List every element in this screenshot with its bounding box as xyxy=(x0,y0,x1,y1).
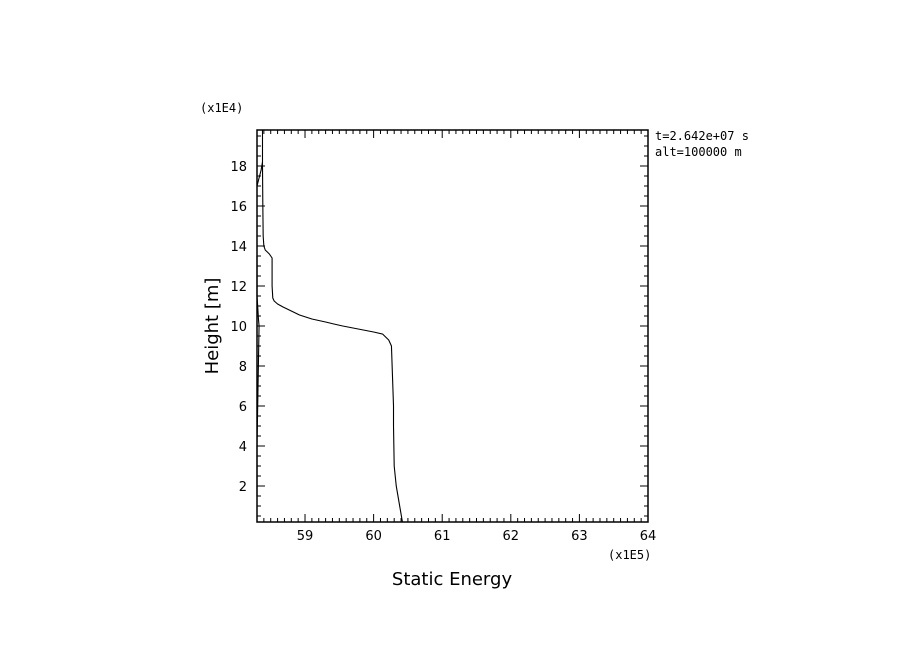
plot-frame xyxy=(256,129,649,523)
y-tick-label: 12 xyxy=(230,280,247,295)
y-axis: 2 4 6 8 10 12 14 16 18 xyxy=(230,135,648,517)
x-multiplier-label: (x1E5) xyxy=(608,548,651,562)
y-axis-title: Height [m] xyxy=(202,278,223,375)
series-group xyxy=(256,130,403,523)
altitude-annotation: alt=100000 m xyxy=(655,145,742,159)
series-line-3 xyxy=(256,161,264,187)
x-tick-label: 63 xyxy=(571,529,588,544)
time-annotation: t=2.642e+07 s xyxy=(655,129,749,143)
y-tick-label: 14 xyxy=(230,240,247,255)
x-tick-label: 62 xyxy=(503,529,520,544)
y-tick-label: 10 xyxy=(230,320,247,335)
y-tick-label: 6 xyxy=(239,400,247,415)
x-axis: 59 60 61 62 63 64 xyxy=(256,130,657,544)
series-line-2 xyxy=(256,256,260,496)
x-tick-label: 61 xyxy=(434,529,451,544)
y-tick-label: 16 xyxy=(230,200,247,215)
series-line-1 xyxy=(261,130,403,523)
x-tick-label: 59 xyxy=(297,529,314,544)
x-tick-label: 60 xyxy=(365,529,382,544)
y-tick-label: 18 xyxy=(230,160,247,175)
x-axis-title: Static Energy xyxy=(392,569,513,590)
x-tick-label: 64 xyxy=(640,529,657,544)
y-multiplier-label: (x1E4) xyxy=(200,101,243,115)
y-tick-label: 2 xyxy=(239,480,247,495)
y-tick-label: 8 xyxy=(239,360,247,375)
y-tick-label: 4 xyxy=(239,440,247,455)
